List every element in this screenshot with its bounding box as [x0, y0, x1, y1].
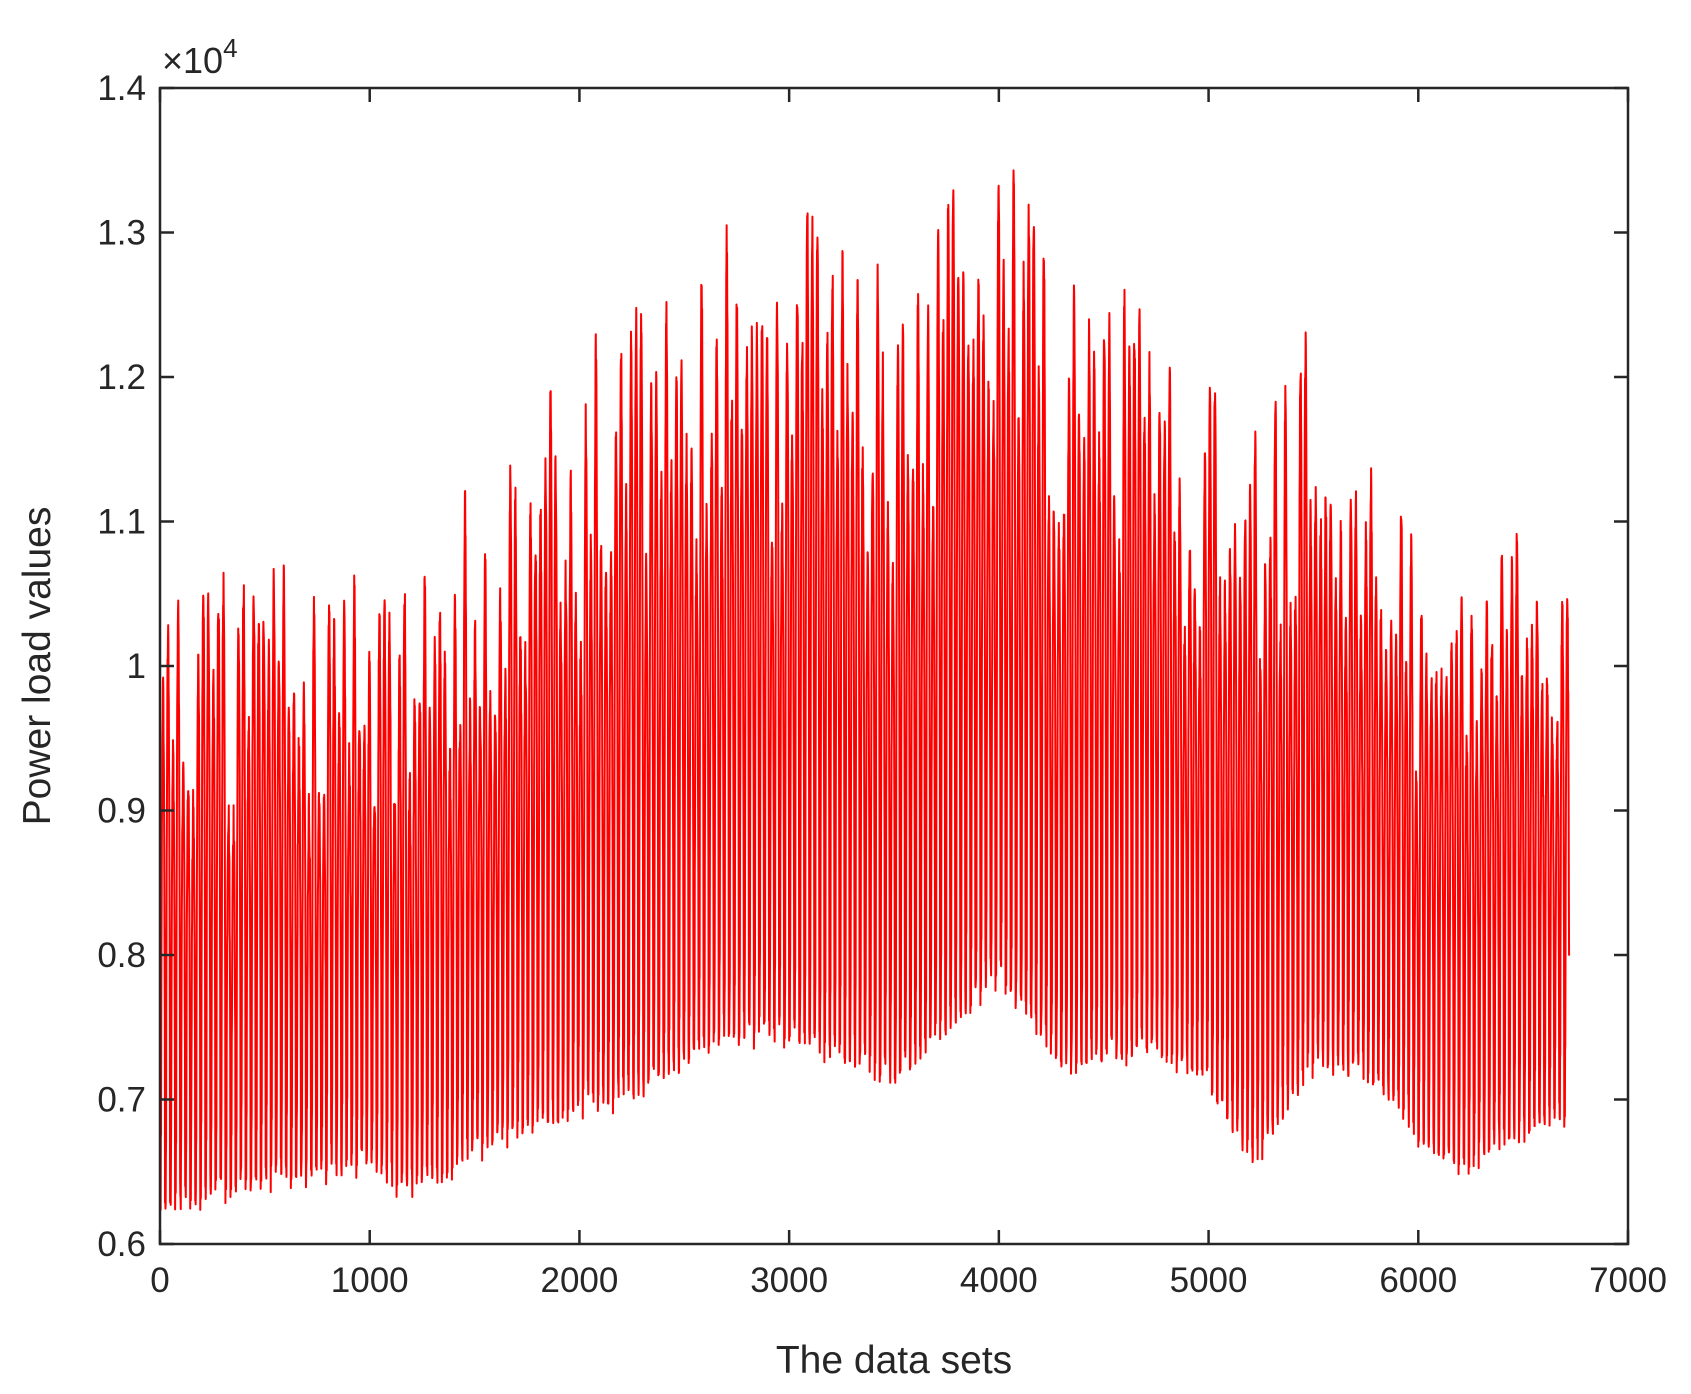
- x-tick-label: 3000: [750, 1261, 828, 1300]
- y-axis-label: Power load values: [16, 507, 59, 826]
- x-ticks: 0 1000 2000 3000 4000 5000 6000 7000: [150, 88, 1667, 1300]
- x-tick-label: 0: [150, 1261, 169, 1300]
- x-tick-label: 5000: [1170, 1261, 1248, 1300]
- y-tick-label: 0.9: [97, 792, 146, 831]
- series-layer: [159, 169, 1571, 1211]
- y-tick-label: 0.8: [97, 936, 146, 975]
- y-tick-label: 0.7: [97, 1081, 146, 1120]
- y-tick-label: 1.3: [97, 214, 146, 253]
- x-tick-label: 6000: [1379, 1261, 1457, 1300]
- y-tick-label: 1.2: [97, 358, 146, 397]
- x-tick-label: 4000: [960, 1261, 1038, 1300]
- x-tick-label: 2000: [540, 1261, 618, 1300]
- y-tick-label: 1.4: [97, 69, 146, 108]
- x-tick-label: 7000: [1589, 1261, 1667, 1300]
- series-line: [159, 169, 1571, 1211]
- x-tick-label: 1000: [331, 1261, 409, 1300]
- y-multiplier-exponent: 4: [223, 33, 237, 63]
- y-tick-label: 1.1: [97, 503, 146, 542]
- y-tick-label: 0.6: [97, 1225, 146, 1264]
- y-multiplier-label: ×104: [162, 33, 238, 81]
- x-axis-label: The data sets: [776, 1339, 1012, 1382]
- y-tick-label: 1: [127, 647, 146, 686]
- y-ticks: 0.6 0.7 0.8 0.9 1 1.1 1.2 1.3 1.4: [97, 69, 1628, 1264]
